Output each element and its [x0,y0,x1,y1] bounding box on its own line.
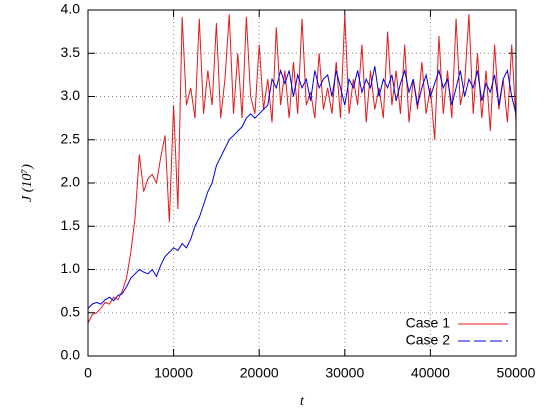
x-tick-label: 0 [84,365,92,381]
y-tick-label: 0.0 [61,347,81,363]
y-axis-label: J (10⁷) [20,164,35,202]
x-tick-label: 40000 [411,365,450,381]
y-tick-label: 3.5 [61,44,81,60]
y-tick-label: 4.0 [61,1,81,17]
data-line [87,14,517,324]
y-tick-label: 0.5 [61,303,81,319]
x-axis-label: t [300,394,305,409]
x-tick-label: 50000 [497,365,536,381]
x-tick-label: 30000 [325,365,364,381]
y-tick-label: 3.0 [61,87,81,103]
legend-label: Case 1 [406,315,451,331]
plot-frame [87,9,517,357]
y-tick-label: 2.5 [61,130,81,146]
y-tick-label: 2.0 [61,174,81,190]
data-line [87,66,517,309]
y-tick-label: 1.0 [61,260,81,276]
y-tick-label: 1.5 [61,217,81,233]
x-tick-label: 20000 [240,365,279,381]
legend-label: Case 2 [406,332,451,348]
x-tick-label: 10000 [154,365,193,381]
